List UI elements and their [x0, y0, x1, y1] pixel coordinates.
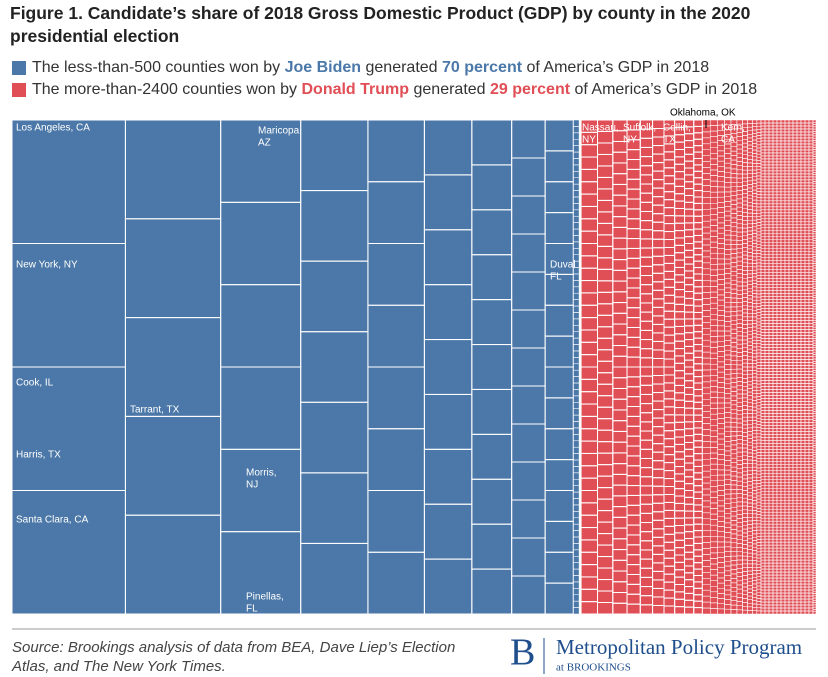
source-note: Atlas, and The New York Times.: [11, 658, 226, 675]
county-label: Los Angeles, CA: [16, 123, 90, 134]
county-label: AZ: [258, 138, 271, 149]
legend-swatch: [12, 61, 26, 75]
county-label: Harris, TX: [16, 450, 61, 461]
county-label: CA: [721, 135, 735, 146]
legend-text: The less-than-500 counties won by Joe Bi…: [32, 59, 709, 76]
logo-sub: at BROOKINGS: [556, 662, 631, 674]
legend-part: 70 percent: [442, 59, 523, 76]
county-label: Morris,: [246, 468, 277, 479]
logo-mark: B: [510, 632, 535, 674]
legend-text: The more-than-2400 counties won by Donal…: [32, 81, 757, 98]
tile: [572, 607, 580, 615]
legend-part: 29 percent: [490, 81, 571, 98]
county-label: NJ: [246, 480, 258, 491]
county-label: NY: [582, 135, 596, 146]
source-note: Source: Brookings analysis of data from …: [12, 639, 455, 656]
legend-part: of America’s GDP in 2018: [522, 59, 709, 76]
chart-title: Figure 1. Candidate’s share of 2018 Gros…: [10, 3, 751, 46]
legend-swatch: [12, 83, 26, 97]
county-label: New York, NY: [16, 260, 78, 271]
legend-part: Donald Trump: [301, 81, 409, 98]
county-label: FL: [550, 272, 562, 283]
county-label: FL: [246, 604, 258, 615]
county-label: Tarrant, TX: [130, 405, 180, 416]
legend-part: generated: [409, 81, 490, 98]
logo-name: Metropolitan Policy Program: [556, 635, 802, 659]
legend-part: of America’s GDP in 2018: [570, 81, 757, 98]
county-label: Collin,: [663, 123, 691, 134]
county-label: Kern,: [721, 123, 745, 134]
county-label: TX: [663, 135, 676, 146]
county-label: Pinellas,: [246, 592, 284, 603]
county-label: Oklahoma, OK: [670, 108, 736, 119]
tile: [812, 611, 817, 615]
county-label: Nassau,: [582, 123, 619, 134]
legend-part: The more-than-2400 counties won by: [32, 81, 301, 98]
county-label: Cook, IL: [16, 378, 54, 389]
county-label: Maricopa,: [258, 126, 302, 137]
legend-part: Joe Biden: [285, 59, 361, 76]
county-label: Santa Clara, CA: [16, 515, 89, 526]
legend-part: generated: [361, 59, 442, 76]
county-label: Duval: [550, 260, 576, 271]
county-label: NY: [623, 135, 637, 146]
legend-part: The less-than-500 counties won by: [32, 59, 285, 76]
county-label: Suffolk,: [623, 123, 656, 134]
